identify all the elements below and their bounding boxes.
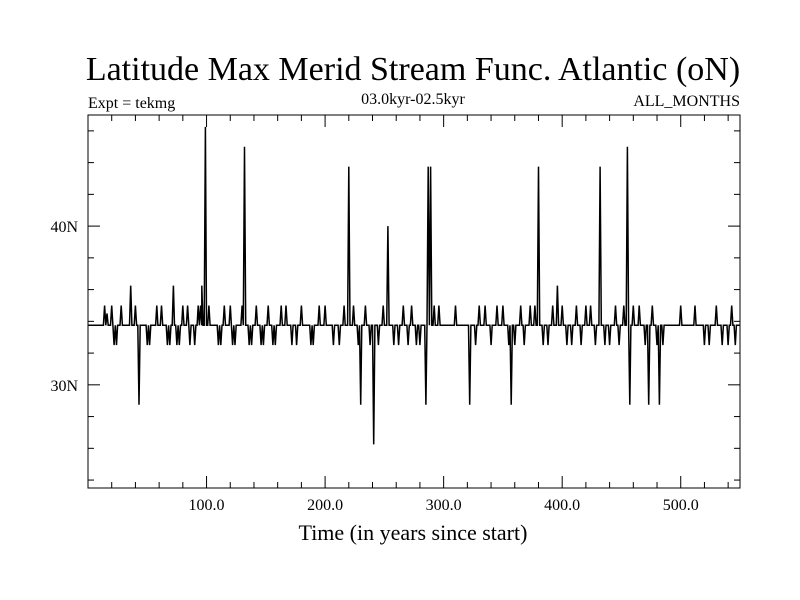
y-tick-label: 30N bbox=[50, 378, 78, 395]
plot-frame bbox=[87, 114, 741, 489]
x-tick-label: 400.0 bbox=[544, 497, 580, 514]
series-line bbox=[88, 126, 740, 445]
axis-ticks bbox=[88, 115, 740, 488]
x-tick-label: 500.0 bbox=[663, 497, 699, 514]
time-range-label: 03.0kyr-02.5kyr bbox=[361, 91, 465, 108]
chart-title: Latitude Max Merid Stream Func. Atlantic… bbox=[86, 51, 740, 88]
y-tick-label: 40N bbox=[50, 219, 78, 236]
x-tick-label: 300.0 bbox=[426, 497, 462, 514]
x-tick-label: 100.0 bbox=[189, 497, 225, 514]
x-tick-label: 200.0 bbox=[307, 497, 343, 514]
experiment-label: Expt = tekmg bbox=[88, 95, 175, 112]
axis-tick-labels: 100.0 200.0 300.0 400.0 500.0 30N 40N bbox=[50, 219, 698, 514]
x-axis-label: Time (in years since start) bbox=[299, 520, 528, 545]
months-label: ALL_MONTHS bbox=[633, 93, 740, 110]
